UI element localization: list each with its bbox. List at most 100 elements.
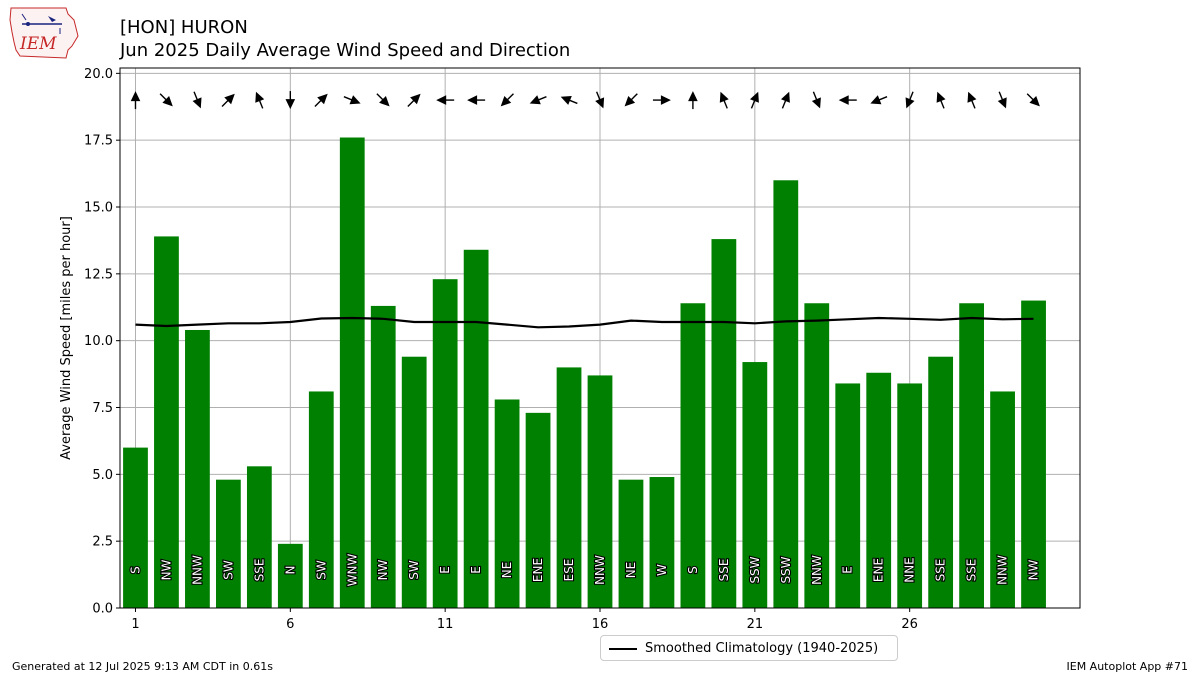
iem-logo: IEM [8, 6, 80, 60]
bar-day-25 [866, 372, 892, 608]
bar-day-5 [246, 466, 272, 608]
arrow-head-day-11 [436, 95, 447, 105]
direction-label: NE [500, 562, 514, 579]
arrow-head-day-1 [130, 91, 141, 102]
y-axis-label: Average Wind Speed [miles per hour] [59, 216, 74, 460]
x-tick-label: 21 [747, 617, 764, 632]
direction-label: E [841, 566, 855, 574]
y-tick-label: 0.0 [92, 602, 113, 617]
direction-label: SSE [717, 559, 731, 582]
direction-label: N [283, 566, 297, 575]
arrow-head-day-7 [317, 93, 328, 105]
arrow-head-day-27 [936, 91, 946, 103]
legend: Smoothed Climatology (1940-2025) [600, 635, 898, 661]
bar-day-22 [773, 180, 799, 608]
direction-label: S [128, 566, 142, 574]
y-tick-label: 7.5 [92, 401, 113, 416]
arrow-head-day-23 [811, 97, 821, 109]
direction-label: S [686, 566, 700, 574]
arrow-head-day-2 [162, 96, 173, 107]
bar-day-14 [525, 412, 551, 608]
direction-label: SSW [748, 556, 762, 583]
bar-day-12 [463, 249, 489, 609]
x-tick-label: 16 [592, 617, 609, 632]
direction-label: SW [407, 560, 421, 580]
direction-labels: S NW NNW SW SSE N SW WNW NW SW E E NE ENE ESE NNW NE W S SS… [127, 552, 1041, 587]
axes-layer: 0.02.55.07.510.012.515.017.520.01 6 11 16 21… [59, 67, 1081, 632]
climatology-layer [135, 316, 1034, 329]
arrow-head-day-18 [660, 95, 671, 105]
arrow-head-day-28 [967, 91, 977, 103]
footer-app: IEM Autoplot App #71 [1066, 660, 1189, 673]
arrow-head-day-5 [255, 91, 265, 103]
legend-line-swatch [609, 648, 637, 650]
chart-subtitle: Jun 2025 Daily Average Wind Speed and Di… [120, 40, 571, 61]
arrow-head-day-19 [688, 91, 698, 102]
logo-text: IEM [20, 34, 57, 54]
chart-title: [HON] HURON [120, 17, 248, 38]
arrow-head-day-21 [750, 91, 759, 103]
direction-label: NNW [810, 555, 824, 585]
direction-label: NNW [593, 555, 607, 585]
y-tick-label: 20.0 [84, 67, 113, 82]
bar-day-15 [556, 367, 582, 608]
direction-label: NW [159, 559, 173, 580]
direction-label: NNW [190, 555, 204, 585]
direction-label: NW [1027, 559, 1041, 580]
arrow-head-day-22 [781, 91, 790, 103]
direction-label: E [469, 566, 483, 574]
bar-day-24 [835, 383, 861, 608]
arrow-head-day-14 [529, 95, 541, 105]
arrow-head-day-17 [624, 96, 636, 107]
direction-label: NE [624, 562, 638, 579]
direction-label: ENE [531, 558, 545, 582]
bar-day-6 [277, 543, 303, 608]
x-tick-label: 1 [131, 617, 139, 632]
wind-arrows [130, 91, 1040, 110]
y-tick-label: 15.0 [84, 201, 113, 216]
arrow-head-day-20 [719, 91, 729, 103]
direction-label: ESE [562, 559, 576, 582]
bar-day-11 [432, 279, 458, 608]
arrow-head-day-12 [467, 95, 478, 105]
bar-day-8 [339, 137, 365, 608]
bar-day-9 [370, 305, 396, 608]
direction-label: WNW [345, 554, 359, 587]
y-tick-label: 17.5 [84, 134, 113, 149]
bar-day-10 [401, 356, 427, 608]
bar-day-17 [618, 479, 644, 608]
bars-layer [123, 137, 1046, 609]
climatology-line [135, 316, 1034, 329]
arrow-head-day-8 [349, 95, 361, 105]
direction-label: NW [376, 559, 390, 580]
y-tick-label: 10.0 [84, 334, 113, 349]
y-tick-label: 5.0 [92, 468, 113, 483]
bar-day-27 [928, 356, 954, 608]
arrow-head-day-6 [285, 99, 296, 110]
bar-day-18 [649, 477, 675, 608]
arrow-head-day-3 [192, 97, 202, 109]
bar-day-13 [494, 399, 520, 608]
bar-day-26 [897, 383, 923, 608]
bar-day-28 [959, 303, 984, 608]
footer-generated: Generated at 12 Jul 2025 9:13 AM CDT in … [12, 660, 273, 673]
arrow-head-day-9 [379, 96, 390, 107]
bar-day-4 [216, 479, 241, 608]
direction-label: W [655, 564, 669, 576]
y-tick-label: 12.5 [84, 267, 113, 282]
x-tick-label: 11 [437, 617, 454, 632]
bar-day-16 [587, 375, 613, 608]
bar-day-2 [154, 236, 179, 609]
bar-day-3 [185, 329, 210, 608]
arrow-head-day-26 [905, 97, 915, 109]
bar-day-30 [1021, 300, 1046, 608]
bar-day-19 [680, 303, 706, 608]
arrow-head-day-30 [1029, 96, 1040, 107]
x-tick-label: 26 [901, 617, 918, 632]
arrow-head-day-10 [410, 93, 421, 105]
bar-day-20 [711, 239, 737, 608]
direction-label: SSE [965, 559, 979, 582]
bar-day-21 [742, 362, 768, 608]
direction-label: NNW [996, 555, 1010, 585]
